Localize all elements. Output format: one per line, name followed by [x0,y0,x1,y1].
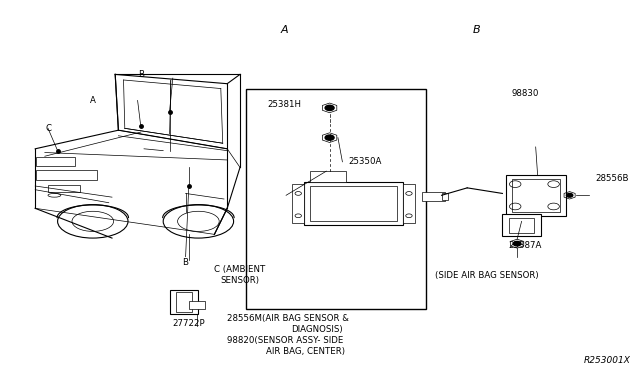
Text: DIAGNOSIS): DIAGNOSIS) [291,325,343,334]
Bar [502,214,541,236]
Bar [310,186,397,221]
Circle shape [513,241,521,246]
Text: 25350A: 25350A [349,157,382,166]
Bar [506,175,566,216]
Text: A: A [281,25,289,35]
Text: C (AMBIENT: C (AMBIENT [214,265,266,274]
Text: 98830: 98830 [512,89,540,97]
Bar [442,193,448,200]
Text: AIR BAG, CENTER): AIR BAG, CENTER) [266,347,344,356]
Bar [422,192,445,201]
Bar [246,89,426,309]
Bar [310,171,346,182]
Bar [176,292,192,312]
Bar [403,184,415,223]
Bar [509,218,534,232]
Bar [48,185,80,192]
Circle shape [566,193,573,197]
Text: A: A [90,96,96,105]
Bar [304,182,403,225]
Text: C: C [45,124,51,133]
Text: 25381H: 25381H [268,100,301,109]
Bar [512,179,560,212]
Text: SENSOR): SENSOR) [221,276,260,285]
Text: 25387A: 25387A [509,241,542,250]
Bar [189,301,205,309]
Bar [36,157,75,166]
Text: R253001X: R253001X [584,356,630,365]
Text: B: B [182,258,189,267]
Text: B: B [473,25,481,35]
Text: 28556B: 28556B [595,174,628,183]
Bar [292,184,304,223]
Text: (SIDE AIR BAG SENSOR): (SIDE AIR BAG SENSOR) [435,271,538,280]
Bar [170,290,198,314]
Circle shape [325,105,334,110]
Circle shape [325,135,334,140]
Bar [36,170,97,180]
Text: 27722P: 27722P [173,319,205,328]
Text: 28556M(AIR BAG SENSOR &: 28556M(AIR BAG SENSOR & [227,314,349,323]
Text: 98820(SENSOR ASSY- SIDE: 98820(SENSOR ASSY- SIDE [227,336,344,345]
Text: B: B [138,70,144,79]
